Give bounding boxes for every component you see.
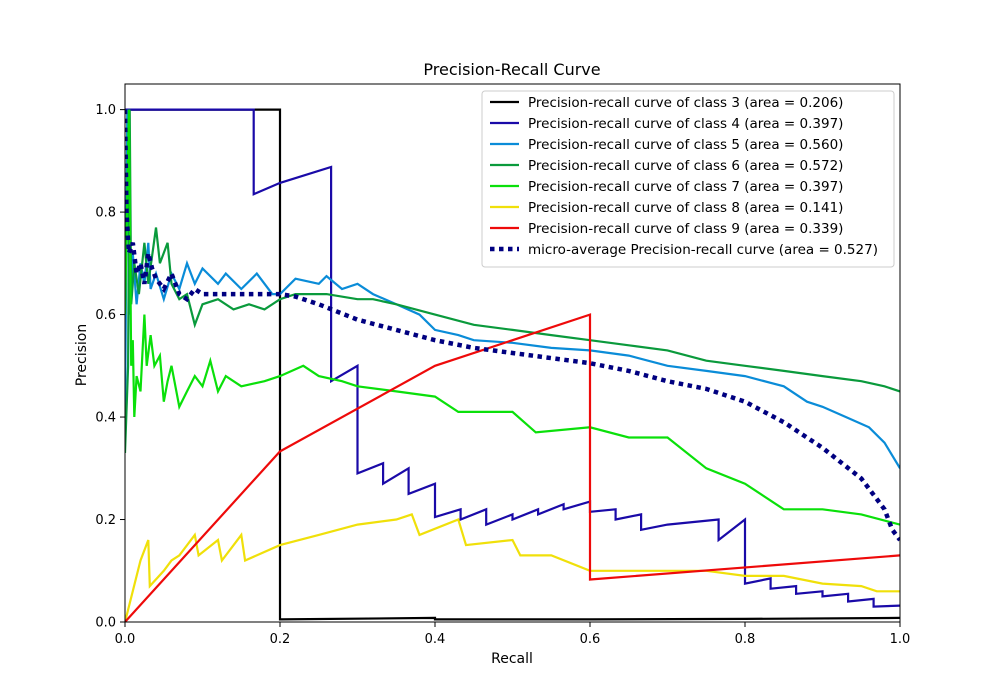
y-tick-label: 0.6 — [95, 308, 116, 323]
legend-entry: Precision-recall curve of class 8 (area … — [528, 200, 843, 216]
legend-entry: Precision-recall curve of class 5 (area … — [528, 137, 843, 153]
legend-entry: Precision-recall curve of class 3 (area … — [528, 95, 843, 111]
series-line-7 — [125, 109, 900, 542]
y-tick-label: 0.4 — [95, 411, 116, 426]
series-line-5 — [125, 513, 900, 622]
x-tick-label: 0.4 — [425, 632, 446, 647]
x-tick-label: 0.6 — [580, 632, 601, 647]
series-line-6 — [125, 313, 900, 622]
legend-entry: Precision-recall curve of class 6 (area … — [528, 158, 843, 174]
chart-title: Precision-Recall Curve — [423, 60, 600, 79]
y-tick-label: 1.0 — [95, 103, 116, 118]
axes-frame — [124, 83, 901, 623]
series-line-0 — [125, 108, 900, 621]
y-tick-label: 0.0 — [95, 616, 116, 631]
y-tick-label: 0.8 — [95, 206, 116, 221]
plot-area — [125, 108, 900, 622]
legend-entry: Precision-recall curve of class 4 (area … — [528, 116, 843, 132]
series-line-4 — [125, 109, 900, 526]
axes: 0.0 0.2 0.4 0.6 0.8 1.0 0.0 0.2 0.4 0.6 0.8 1.0 — [95, 83, 911, 647]
legend-entry: Precision-recall curve of class 7 (area … — [528, 179, 843, 195]
legend-entry: micro-average Precision-recall curve (ar… — [528, 242, 878, 258]
legend: Precision-recall curve of class 3 (area … — [481, 90, 895, 268]
y-axis-label: Precision — [74, 324, 90, 386]
legend-box — [481, 90, 895, 268]
x-tick-label: 0.2 — [270, 632, 291, 647]
series-line-1 — [125, 108, 900, 608]
x-tick-label: 0.8 — [735, 632, 756, 647]
x-tick-label: 1.0 — [890, 632, 911, 647]
legend-entry: Precision-recall curve of class 9 (area … — [528, 221, 843, 237]
x-tick-label: 0.0 — [115, 632, 136, 647]
x-axis-label: Recall — [491, 651, 533, 667]
y-tick-label: 0.2 — [95, 513, 116, 528]
